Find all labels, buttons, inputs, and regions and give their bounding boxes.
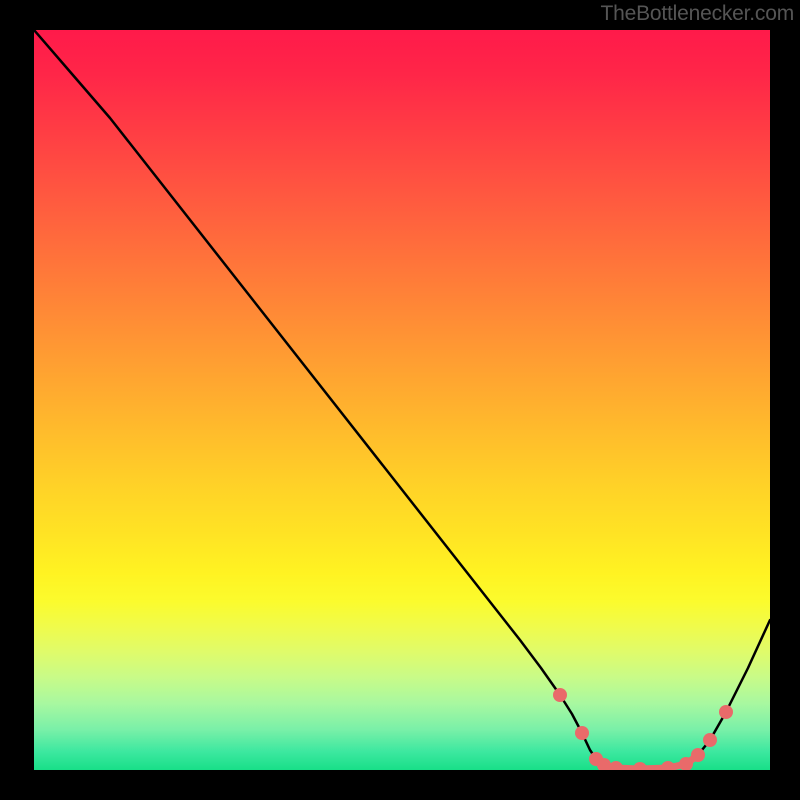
data-marker [597,758,611,772]
chart-container: TheBottlenecker.com [0,0,800,800]
gradient-background [34,30,770,770]
data-marker [691,748,705,762]
data-marker [679,757,693,771]
data-marker [703,733,717,747]
bottleneck-curve-chart [0,0,800,800]
data-marker [609,761,623,775]
data-marker [575,726,589,740]
watermark-text: TheBottlenecker.com [601,2,794,26]
data-marker [633,762,647,776]
data-marker [553,688,567,702]
data-marker [661,761,675,775]
data-marker [719,705,733,719]
